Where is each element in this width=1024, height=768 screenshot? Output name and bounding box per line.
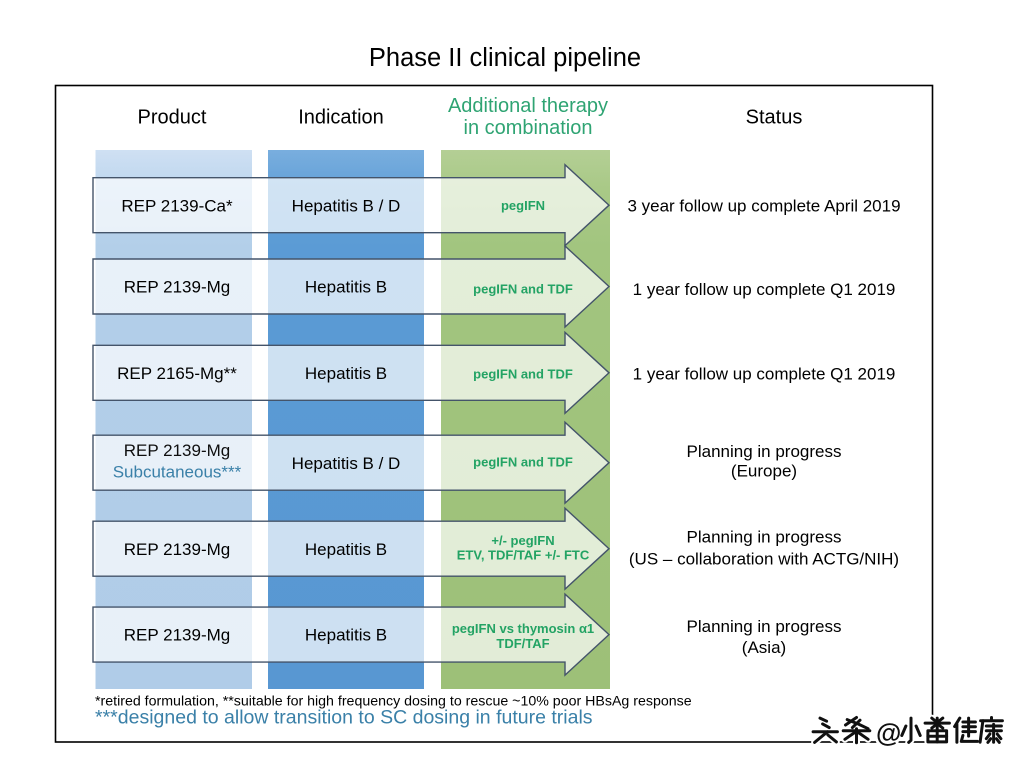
- svg-text:Hepatitis B: Hepatitis B: [305, 540, 387, 559]
- svg-text:Hepatitis B: Hepatitis B: [305, 278, 387, 297]
- svg-text:***designed to allow transitio: ***designed to allow transition to SC do…: [95, 707, 593, 729]
- svg-text:REP 2165-Mg**: REP 2165-Mg**: [117, 364, 237, 383]
- svg-text:Product: Product: [138, 107, 207, 129]
- svg-text:(Europe): (Europe): [731, 462, 797, 481]
- svg-text:Indication: Indication: [298, 107, 384, 129]
- svg-text:Planning in progress: Planning in progress: [687, 442, 842, 461]
- svg-text:REP 2139-Mg: REP 2139-Mg: [124, 441, 230, 460]
- svg-text:+/- pegIFN: +/- pegIFN: [491, 533, 554, 548]
- svg-text:*retired formulation, **suitab: *retired formulation, **suitable for hig…: [95, 694, 692, 710]
- svg-text:1 year follow up complete Q1 2: 1 year follow up complete Q1 2019: [633, 280, 896, 299]
- svg-text:REP 2139-Mg: REP 2139-Mg: [124, 540, 230, 559]
- svg-text:pegIFN and TDF: pegIFN and TDF: [473, 455, 573, 470]
- svg-text:Hepatitis B: Hepatitis B: [305, 626, 387, 645]
- svg-text:pegIFN and TDF: pegIFN and TDF: [473, 282, 573, 297]
- svg-text:@: @: [876, 718, 901, 748]
- svg-text:1 year follow up complete Q1 2: 1 year follow up complete Q1 2019: [633, 365, 896, 384]
- svg-text:ETV, TDF/TAF +/- FTC: ETV, TDF/TAF +/- FTC: [457, 547, 590, 562]
- svg-text:(US – collaboration with ACTG/: (US – collaboration with ACTG/NIH): [629, 549, 899, 568]
- svg-text:Status: Status: [746, 107, 803, 129]
- svg-text:pegIFN and TDF: pegIFN and TDF: [473, 367, 573, 382]
- svg-text:Subcutaneous***: Subcutaneous***: [113, 463, 242, 482]
- svg-text:in combination: in combination: [464, 117, 593, 139]
- svg-text:Hepatitis B: Hepatitis B: [305, 364, 387, 383]
- svg-text:Planning in progress: Planning in progress: [687, 617, 842, 636]
- svg-text:REP 2139-Mg: REP 2139-Mg: [124, 626, 230, 645]
- svg-text:Hepatitis B / D: Hepatitis B / D: [292, 454, 401, 473]
- svg-text:Hepatitis B / D: Hepatitis B / D: [292, 196, 401, 215]
- svg-text:Planning in progress: Planning in progress: [687, 528, 842, 547]
- svg-text:(Asia): (Asia): [742, 638, 786, 657]
- svg-text:REP 2139-Ca*: REP 2139-Ca*: [121, 196, 233, 215]
- svg-text:REP 2139-Mg: REP 2139-Mg: [124, 278, 230, 297]
- svg-text:pegIFN: pegIFN: [501, 198, 545, 213]
- svg-text:@: @: [876, 718, 901, 748]
- svg-text:pegIFN vs thymosin α1: pegIFN vs thymosin α1: [452, 621, 594, 636]
- svg-text:3 year follow up complete Apri: 3 year follow up complete April 2019: [627, 197, 900, 216]
- svg-text:Additional therapy: Additional therapy: [448, 95, 608, 117]
- svg-text:TDF/TAF: TDF/TAF: [496, 636, 549, 651]
- svg-text:Phase II clinical pipeline: Phase II clinical pipeline: [369, 44, 641, 72]
